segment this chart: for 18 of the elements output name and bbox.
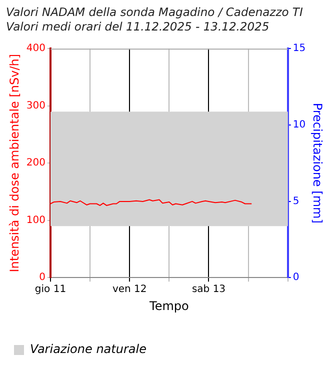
x-tick-label: ven 12 xyxy=(112,284,147,296)
y2-tick-label: 5 xyxy=(292,196,300,207)
y-tick-label: 300 xyxy=(26,100,46,112)
y-tick-label: 400 xyxy=(26,43,46,54)
legend-label: Variazione naturale xyxy=(30,342,146,356)
y-axis-title: Intensità di dose ambientale [nSv/h] xyxy=(7,54,22,272)
chart-title: Valori NADAM della sonda Magadino / Cadenazzo TI xyxy=(6,4,304,19)
x-tick-label: gio 11 xyxy=(34,284,66,296)
x-tick-label: sab 13 xyxy=(192,284,226,296)
y-tick-label: 0 xyxy=(39,272,46,284)
x-axis-title: Tempo xyxy=(148,298,189,313)
y2-tick-label: 10 xyxy=(292,120,306,131)
y-tick-label: 200 xyxy=(26,158,46,169)
y-tick-label: 100 xyxy=(26,214,46,226)
chart-subtitle: Valori medi orari del 11.12.2025 - 13.12.2025 xyxy=(6,20,270,34)
y2-axis-title: Precipitazione [mm] xyxy=(310,102,325,224)
y2-tick-label: 0 xyxy=(292,272,300,284)
y2-tick-label: 15 xyxy=(292,43,306,54)
